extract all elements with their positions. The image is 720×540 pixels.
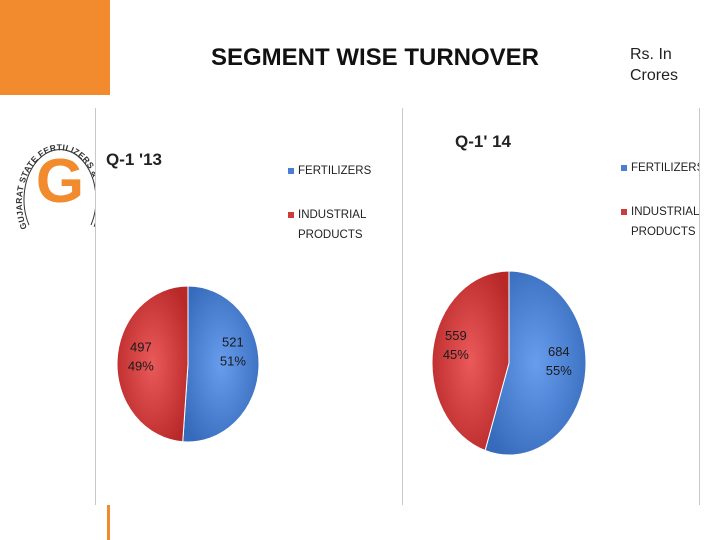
page-title: SEGMENT WISE TURNOVER	[210, 44, 540, 71]
pie-slice-industrial-products-q1-14	[431, 270, 510, 452]
chart-title-q1-14: Q-1' 14	[455, 132, 512, 151]
chart-panel-q1-13: Q-1 '13 521 51% 497 49% FERTILIZERS INDUSTRIAL…	[95, 108, 405, 505]
units-label: Rs. In Crores	[630, 44, 678, 86]
company-logo: GUJARAT STATE FERTILIZERS & CHEMICALS LI…	[15, 110, 105, 231]
chart-panel-q1-14: Q-1' 14 684 55% 559 45% FERTILIZERS INDUSTRIAL…	[402, 108, 705, 505]
legend-swatch-0-q1-14	[621, 165, 627, 171]
legend-label-0-q1-14: FERTILIZERS	[631, 162, 699, 174]
data-label-fertilizers-q1-13: 521 51%	[220, 335, 246, 369]
pie-slice-fertilizers-q1-14	[484, 270, 587, 456]
data-label-industrial-products-q1-13: 497 49%	[128, 339, 154, 373]
legend-swatch-1-q1-13	[288, 212, 294, 218]
units-line-2: Crores	[630, 67, 679, 84]
pie-slice-fertilizers-q1-13	[182, 285, 260, 443]
svg-text:G: G	[36, 147, 84, 216]
chart-title-q1-13: Q-1 '13	[106, 150, 162, 169]
units-line-1: Rs. In	[630, 46, 672, 63]
data-label-fertilizers-q1-14: 684 55%	[546, 344, 572, 378]
legend-label-1-q1-13: INDUSTRIAL PRODUCTS	[298, 209, 367, 241]
accent-bar	[0, 0, 110, 95]
pie-chart-q1-14: Q-1' 14 684 55% 559 45% FERTILIZERS INDUSTRIAL…	[431, 132, 705, 456]
accent-divider-bottom	[107, 505, 110, 540]
pie-slice-industrial-products-q1-13	[116, 285, 189, 443]
legend-label-0-q1-13: FERTILIZERS	[298, 165, 372, 177]
legend-swatch-0-q1-13	[288, 168, 294, 174]
accent-divider-top	[107, 0, 110, 95]
data-label-industrial-products-q1-14: 559 45%	[443, 328, 469, 362]
legend-swatch-1-q1-14	[621, 209, 627, 215]
pie-chart-q1-13: Q-1 '13 521 51% 497 49% FERTILIZERS INDUSTRIAL…	[106, 150, 372, 443]
legend-label-1-q1-14: INDUSTRIAL PRODUCTS	[631, 206, 699, 238]
